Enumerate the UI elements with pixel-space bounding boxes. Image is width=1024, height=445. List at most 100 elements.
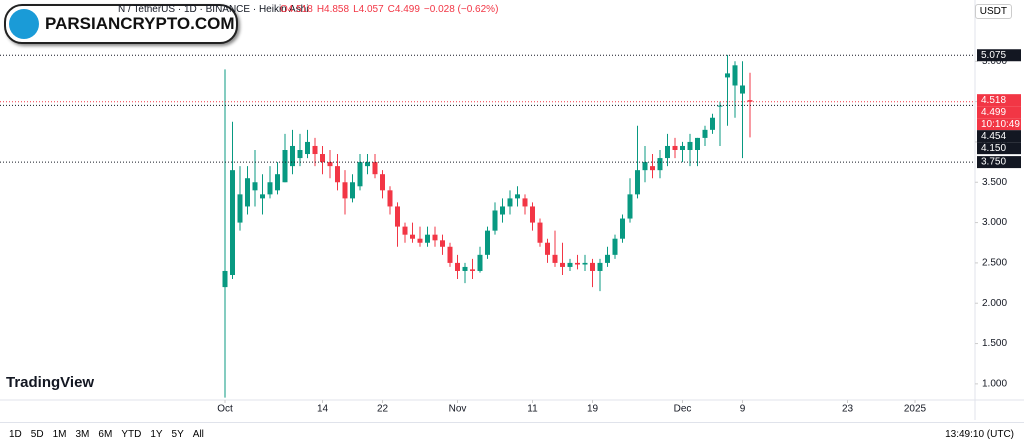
x-tick-label: Dec bbox=[674, 404, 692, 415]
candle-body bbox=[312, 145, 318, 155]
candle-body bbox=[747, 100, 753, 102]
y-tick-label: 2.500 bbox=[982, 258, 1007, 269]
x-tick-label: 14 bbox=[317, 404, 329, 415]
price-badge-bg bbox=[977, 130, 1021, 143]
x-tick-label: 23 bbox=[842, 404, 854, 415]
x-tick-label: 9 bbox=[740, 404, 746, 415]
range-button[interactable]: 1M bbox=[52, 428, 67, 440]
candle-body bbox=[657, 158, 663, 171]
watermark-icon bbox=[9, 9, 39, 39]
range-button[interactable]: YTD bbox=[121, 428, 142, 440]
x-tick-label: 11 bbox=[527, 404, 538, 415]
candle-body bbox=[620, 218, 625, 239]
countdown-bg bbox=[977, 118, 1021, 131]
candle-body bbox=[282, 150, 288, 183]
candle-body bbox=[605, 254, 610, 263]
logo: TradingView bbox=[6, 374, 95, 391]
candle-body bbox=[740, 85, 745, 94]
candle-body bbox=[627, 194, 633, 219]
candle-body bbox=[635, 170, 640, 195]
candle-body bbox=[410, 234, 415, 239]
candle-body bbox=[642, 162, 648, 171]
candle-body bbox=[695, 137, 700, 150]
y-tick-label: 2.000 bbox=[982, 298, 1007, 309]
x-tick-label: 19 bbox=[587, 404, 599, 415]
range-button[interactable]: 5D bbox=[30, 428, 44, 440]
candle-body bbox=[680, 145, 685, 150]
currency[interactable]: USDT bbox=[974, 4, 1012, 19]
x-tick-label: 22 bbox=[377, 404, 389, 415]
range-button[interactable]: 3M bbox=[75, 428, 90, 440]
candle-body bbox=[342, 182, 348, 199]
candle-body bbox=[590, 262, 595, 271]
candle-body bbox=[222, 270, 228, 288]
y-tick-label: 3.000 bbox=[982, 217, 1007, 228]
range-button[interactable]: All bbox=[192, 428, 204, 440]
candle-body bbox=[245, 178, 250, 207]
y-tick-label: 1.000 bbox=[982, 379, 1007, 390]
candle-body bbox=[702, 129, 708, 138]
candle-body bbox=[560, 262, 565, 267]
candle-body bbox=[372, 162, 378, 175]
countdown: 10:10:49 bbox=[981, 119, 1020, 130]
candle-body bbox=[687, 141, 693, 150]
y-tick-label: 3.500 bbox=[982, 177, 1007, 188]
candle-body bbox=[732, 65, 738, 86]
candle-body bbox=[597, 262, 603, 271]
price-badge-bg bbox=[977, 156, 1021, 169]
price-badge: 4.518 bbox=[981, 95, 1006, 106]
x-tick-label: Oct bbox=[217, 404, 233, 415]
y-tick-label: 5.000 bbox=[982, 56, 1007, 67]
candle-body bbox=[515, 194, 520, 199]
candle-body bbox=[477, 254, 483, 271]
candle-body bbox=[447, 246, 453, 263]
range-button[interactable]: 1D bbox=[9, 428, 22, 440]
candle-body bbox=[260, 194, 265, 199]
x-tick-label: Nov bbox=[449, 404, 467, 415]
price-badge-bg bbox=[977, 49, 1021, 62]
price-badge-bg bbox=[977, 142, 1021, 155]
candle-body bbox=[582, 262, 588, 265]
candle-body bbox=[230, 170, 235, 275]
candle-body bbox=[500, 206, 505, 215]
candle-body bbox=[320, 154, 325, 163]
candle-body bbox=[567, 262, 573, 267]
range-button[interactable]: 6M bbox=[98, 428, 113, 440]
candle-body bbox=[387, 190, 393, 207]
ohlc-item: C4.499 bbox=[387, 4, 420, 15]
candle-body bbox=[417, 238, 423, 243]
ohlc-item: L4.057 bbox=[353, 4, 384, 15]
candle-body bbox=[425, 234, 430, 243]
candle-body bbox=[672, 145, 678, 150]
candle-body bbox=[710, 117, 715, 130]
watermark: PARSIANCRYPTO.COM bbox=[4, 4, 238, 44]
candle-body bbox=[237, 194, 243, 223]
toolbar: 1D 5D 1M 3M 6M YTD 1Y 5Y All 13:49:10 (UTC) bbox=[0, 422, 1024, 445]
clock: 13:49:10 (UTC) bbox=[945, 428, 1014, 440]
candle-body bbox=[462, 266, 468, 271]
candle-body bbox=[530, 206, 535, 223]
candle-body bbox=[395, 206, 400, 227]
range-button[interactable]: 5Y bbox=[171, 428, 184, 440]
candle-body bbox=[327, 162, 333, 167]
range-button[interactable]: 1Y bbox=[150, 428, 163, 440]
candle-body bbox=[252, 182, 258, 191]
price-badge: 5.075 bbox=[981, 50, 1006, 61]
candle-body bbox=[297, 150, 303, 159]
candle-body bbox=[650, 166, 655, 171]
candle-body bbox=[290, 145, 295, 167]
ohlc-item: H4.858 bbox=[316, 4, 350, 15]
candle-body bbox=[335, 166, 340, 183]
price-badge-bg bbox=[977, 106, 1021, 119]
candle-body bbox=[507, 198, 513, 207]
candle-body bbox=[665, 145, 670, 159]
candle-body bbox=[575, 262, 580, 265]
watermark-text: PARSIANCRYPTO.COM bbox=[45, 14, 235, 33]
candle-body bbox=[717, 105, 723, 107]
candle-body bbox=[485, 230, 490, 255]
candle-body bbox=[432, 234, 438, 241]
candle-body bbox=[725, 73, 730, 78]
candle-body bbox=[522, 198, 528, 207]
